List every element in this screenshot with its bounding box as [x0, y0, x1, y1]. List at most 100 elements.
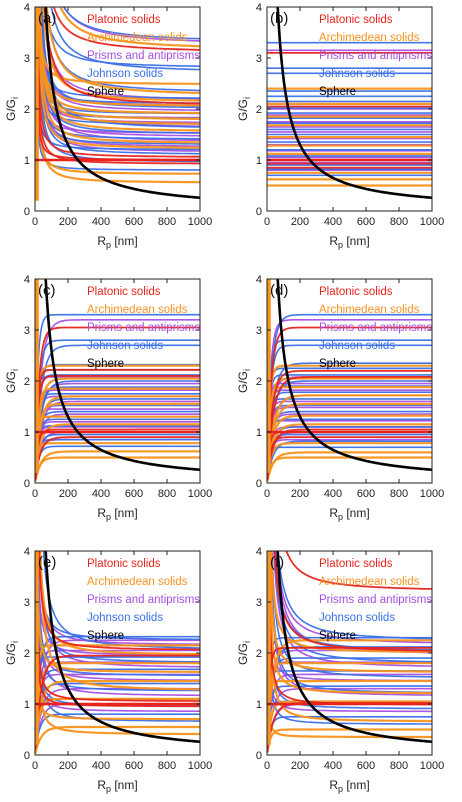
archimedean-series-line: [267, 451, 432, 482]
platonic-series-line: [267, 326, 432, 472]
y-tick-label: 3: [24, 597, 30, 609]
archimedean-series-line: [35, 387, 200, 472]
platonic-series-line: [35, 551, 200, 708]
y-axis-label: G/Gi: [4, 97, 20, 121]
y-tick-label: 3: [256, 325, 262, 337]
legend-entry: Johnson solids: [87, 68, 163, 80]
platonic-series-line: [285, 551, 432, 590]
x-tick-label: 0: [32, 488, 38, 500]
y-tick-label: 2: [256, 104, 262, 116]
archimedean-series-line: [267, 662, 432, 743]
series-group: [35, 7, 200, 201]
x-tick-label: 200: [59, 760, 77, 772]
x-axis-label-sub: p: [338, 512, 343, 522]
y-tick-label: 0: [24, 206, 30, 218]
legend-entry: Platonic solids: [87, 286, 161, 298]
x-axis-label-sub: p: [106, 512, 111, 522]
platonic-series-line: [35, 654, 200, 750]
legend-entry: Prisms and antiprisms: [319, 50, 432, 62]
y-tick-label: 0: [256, 206, 262, 218]
x-axis-label-sub: p: [106, 784, 111, 794]
x-tick-label: 200: [291, 488, 309, 500]
prisms-series-line: [63, 7, 200, 42]
y-axis-label: G/Gi: [236, 369, 252, 393]
chart-panel: 0 200 400 600 800 1000 0 1 2 3 4 Rp [nm] G/Gi (d) Plat…: [236, 274, 444, 522]
x-tick-label: 1000: [420, 488, 444, 500]
x-axis-label-sub: p: [338, 240, 343, 250]
legend-entry: Sphere: [319, 86, 356, 98]
archimedean-series-line: [268, 551, 432, 695]
sphere-series-line: [276, 551, 432, 743]
sphere-series-line: [44, 7, 200, 199]
x-tick-label: 600: [125, 488, 143, 500]
platonic-series-line: [38, 551, 200, 651]
archimedean-series-line: [35, 725, 200, 754]
x-tick-label: 0: [264, 216, 270, 228]
y-axis-label-sub: i: [242, 369, 252, 371]
y-tick-label: 4: [24, 2, 30, 14]
archimedean-series-line: [270, 551, 432, 653]
legend-entry: Archimedean solids: [319, 32, 420, 44]
x-tick-label: 200: [291, 216, 309, 228]
y-tick-label: 2: [256, 376, 262, 388]
x-tick-label: 1000: [420, 216, 444, 228]
x-tick-label: 0: [32, 216, 38, 228]
y-tick-label: 1: [24, 427, 30, 439]
x-tick-label: 800: [390, 760, 408, 772]
sphere-series-line: [44, 551, 200, 743]
legend-entry: Johnson solids: [87, 340, 163, 352]
panel-label: (a): [38, 10, 56, 27]
legend-entry: Prisms and antiprisms: [319, 594, 432, 606]
y-tick-label: 4: [24, 546, 30, 558]
sphere-series-line: [276, 7, 432, 199]
platonic-series-line: [35, 375, 200, 472]
x-axis-label: Rp [nm]: [97, 506, 137, 522]
x-axis-label-sub: p: [106, 240, 111, 250]
x-tick-label: 400: [92, 216, 110, 228]
y-axis-label-main: G/G: [236, 643, 250, 665]
legend-entry: Archimedean solids: [319, 576, 420, 588]
platonic-series-line: [35, 368, 200, 469]
x-axis-label-main: R: [97, 234, 106, 248]
platonic-series-line: [35, 428, 200, 478]
series-group: [35, 279, 200, 482]
archimedean-series-line: [59, 7, 200, 48]
legend-entry: Sphere: [319, 630, 356, 642]
x-tick-label: 1000: [188, 488, 212, 500]
legend-entry: Johnson solids: [87, 612, 163, 624]
y-axis-label-main: G/G: [4, 99, 18, 121]
legend-entry: Sphere: [319, 358, 356, 370]
x-tick-label: 800: [390, 216, 408, 228]
archimedean-series-line: [267, 728, 432, 753]
legend-entry: Prisms and antiprisms: [319, 322, 432, 334]
archimedean-series-line: [39, 551, 200, 656]
x-tick-label: 800: [158, 760, 176, 772]
y-tick-label: 1: [256, 427, 262, 439]
x-tick-label: 600: [357, 216, 375, 228]
series-group: [35, 551, 200, 754]
platonic-series-line: [35, 326, 200, 471]
x-axis-label-main: R: [97, 506, 106, 520]
x-tick-label: 600: [357, 488, 375, 500]
y-tick-label: 3: [24, 53, 30, 65]
x-tick-label: 0: [264, 488, 270, 500]
x-axis-label-main: R: [329, 234, 338, 248]
y-tick-label: 3: [256, 53, 262, 65]
x-axis-label-unit: [nm]: [343, 778, 370, 792]
x-axis-label: Rp [nm]: [329, 506, 369, 522]
platonic-series-line: [36, 7, 200, 158]
johnson-series-line: [277, 551, 432, 640]
y-tick-label: 4: [24, 274, 30, 286]
x-tick-label: 600: [357, 760, 375, 772]
x-axis-label-main: R: [97, 778, 106, 792]
x-tick-label: 1000: [188, 216, 212, 228]
x-tick-label: 0: [32, 760, 38, 772]
x-tick-label: 800: [390, 488, 408, 500]
y-axis-label-main: G/G: [4, 371, 18, 393]
sphere-series-line: [276, 279, 432, 471]
legend-entry: Sphere: [87, 630, 124, 642]
legend-entry: Platonic solids: [319, 286, 393, 298]
prisms-series-line: [267, 438, 432, 479]
johnson-series-line: [62, 7, 200, 40]
y-tick-label: 4: [256, 2, 262, 14]
